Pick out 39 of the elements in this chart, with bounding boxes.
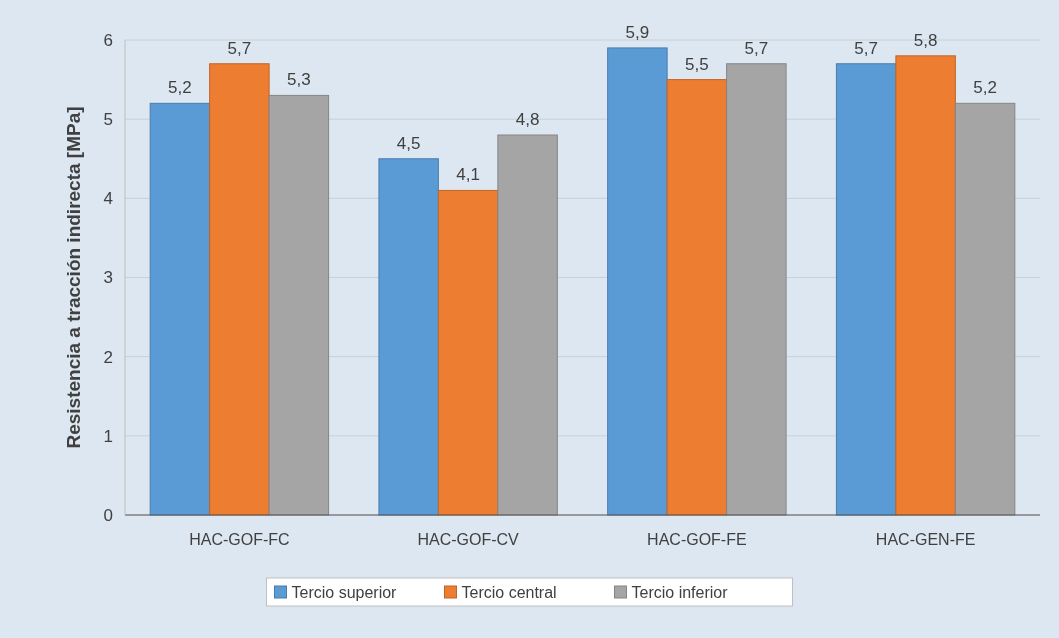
x-tick-label: HAC-GEN-FE bbox=[875, 531, 976, 548]
bar bbox=[209, 63, 270, 516]
y-tick-label: 6 bbox=[103, 30, 113, 50]
data-label: 5,8 bbox=[913, 30, 938, 50]
y-tick-label: 4 bbox=[103, 189, 113, 209]
bar bbox=[666, 79, 728, 516]
data-label: 5,7 bbox=[854, 38, 878, 58]
bar bbox=[268, 94, 330, 516]
bar bbox=[437, 189, 499, 516]
bar bbox=[497, 134, 558, 516]
bar bbox=[726, 63, 787, 516]
bar bbox=[149, 102, 211, 516]
bar bbox=[954, 102, 1016, 516]
x-tick-label: HAC-GOF-CV bbox=[417, 531, 520, 548]
data-label: 5,5 bbox=[685, 54, 709, 74]
bar bbox=[607, 47, 668, 516]
data-label: 5,2 bbox=[973, 78, 997, 98]
bar bbox=[895, 55, 956, 516]
data-label: 5,7 bbox=[744, 38, 769, 58]
data-label: 5,3 bbox=[287, 70, 311, 90]
data-label: 4,5 bbox=[396, 133, 421, 153]
bar bbox=[835, 63, 897, 516]
bar bbox=[378, 158, 439, 516]
data-label: 4,1 bbox=[456, 165, 480, 185]
data-label: 5,9 bbox=[625, 22, 650, 42]
y-tick-label: 3 bbox=[103, 268, 113, 288]
data-label: 5,7 bbox=[227, 38, 252, 58]
x-tick-label: HAC-GOF-FE bbox=[647, 531, 747, 548]
data-label: 4,8 bbox=[515, 110, 540, 129]
x-tick-label: HAC-GOF-FC bbox=[189, 531, 290, 548]
legend-label: Tercio superior bbox=[291, 583, 398, 601]
y-tick-label: 0 bbox=[103, 505, 113, 525]
data-label: 5,2 bbox=[168, 78, 192, 98]
legend-label: Tercio inferior bbox=[631, 583, 729, 601]
y-tick-label: 1 bbox=[103, 426, 113, 446]
legend-label: Tercio central bbox=[461, 583, 557, 601]
y-axis-title: Resistencia a tracción indirecta [MPa] bbox=[63, 106, 84, 449]
y-tick-label: 2 bbox=[103, 347, 113, 367]
y-tick-label: 5 bbox=[103, 110, 113, 130]
